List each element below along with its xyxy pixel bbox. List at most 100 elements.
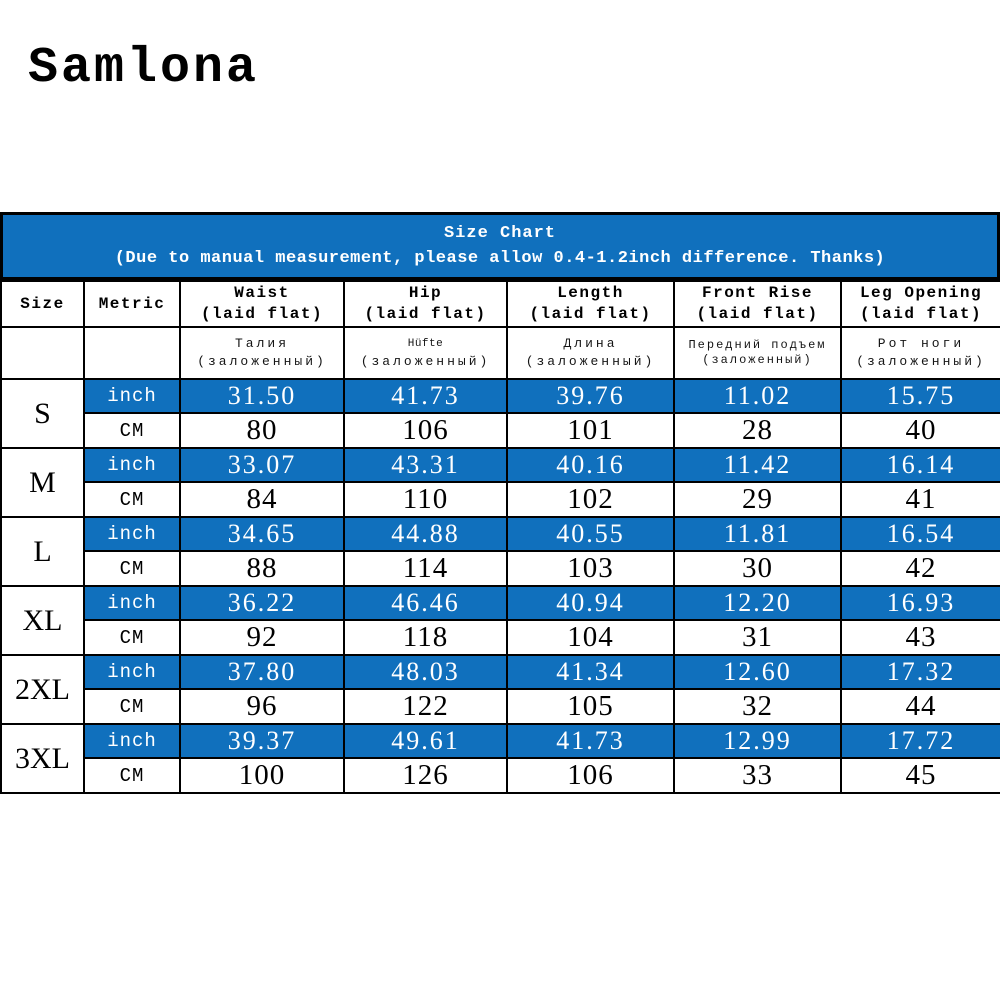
value-cell: 16.93 <box>840 585 1000 621</box>
value-cell: 40.94 <box>506 585 675 621</box>
row-xl-inch: XL inch 36.22 46.46 40.94 12.20 16.93 <box>0 585 1000 656</box>
row-m-inch: M inch 33.07 43.31 40.16 11.42 16.14 <box>0 447 1000 518</box>
unit-cell-inch: inch <box>83 378 181 414</box>
row-l-cm: CM 88 114 103 30 42 <box>1 550 1000 587</box>
brand-logo: Samlona <box>28 40 260 97</box>
row-3xl-cm: CM 100 126 106 33 45 <box>1 757 1000 794</box>
value-cell: 100 <box>179 757 345 794</box>
header-metric: Metric <box>83 280 181 328</box>
value-cell: 11.81 <box>673 516 842 552</box>
size-chart: Size Chart (Due to manual measurement, p… <box>0 212 1000 794</box>
unit-cell-cm: CM <box>83 757 181 794</box>
row-s-cm: CM 80 106 101 28 40 <box>1 412 1000 449</box>
value-cell: 48.03 <box>343 654 508 690</box>
header-front-rise-ru: Передний подъем (заложенный) <box>673 326 842 380</box>
unit-cell-cm: CM <box>83 688 181 725</box>
unit-cell-inch: inch <box>83 585 181 621</box>
value-cell: 84 <box>179 481 345 518</box>
size-table: Size Metric Waist (laid flat) Hip (laid … <box>0 280 1000 794</box>
size-label-l: L <box>0 516 85 587</box>
header-hip: Hip (laid flat) <box>343 280 508 328</box>
unit-cell-inch: inch <box>83 723 181 759</box>
value-cell: 16.54 <box>840 516 1000 552</box>
value-cell: 103 <box>506 550 675 587</box>
row-l-inch: L inch 34.65 44.88 40.55 11.81 16.54 <box>0 516 1000 587</box>
row-3xl-inch: 3XL inch 39.37 49.61 41.73 12.99 17.72 <box>0 723 1000 794</box>
unit-cell-inch: inch <box>83 447 181 483</box>
value-cell: 45 <box>840 757 1000 794</box>
unit-cell-inch: inch <box>83 654 181 690</box>
header-row-translated: Талия (заложенный) Hüfte (заложенный) Дл… <box>0 326 1000 380</box>
value-cell: 30 <box>673 550 842 587</box>
header-leg-opening: Leg Opening (laid flat) <box>840 280 1000 328</box>
value-cell: 12.20 <box>673 585 842 621</box>
value-cell: 17.72 <box>840 723 1000 759</box>
header-leg-opening-ru: Рот ноги (заложенный) <box>840 326 1000 380</box>
header-row-english: Size Metric Waist (laid flat) Hip (laid … <box>0 280 1000 328</box>
banner-subtitle: (Due to manual measurement, please allow… <box>114 249 886 268</box>
header-size-empty <box>0 326 85 380</box>
value-cell: 12.60 <box>673 654 842 690</box>
size-label-m: M <box>0 447 85 518</box>
header-waist-ru: Талия (заложенный) <box>179 326 345 380</box>
value-cell: 106 <box>343 412 508 449</box>
header-front-rise: Front Rise (laid flat) <box>673 280 842 328</box>
value-cell: 11.02 <box>673 378 842 414</box>
value-cell: 36.22 <box>179 585 345 621</box>
value-cell: 102 <box>506 481 675 518</box>
unit-cell-cm: CM <box>83 412 181 449</box>
value-cell: 41.73 <box>506 723 675 759</box>
header-hip-ru: Hüfte (заложенный) <box>343 326 508 380</box>
value-cell: 17.32 <box>840 654 1000 690</box>
value-cell: 34.65 <box>179 516 345 552</box>
size-label-3xl: 3XL <box>0 723 85 794</box>
unit-cell-cm: CM <box>83 619 181 656</box>
value-cell: 44.88 <box>343 516 508 552</box>
value-cell: 33 <box>673 757 842 794</box>
header-waist: Waist (laid flat) <box>179 280 345 328</box>
header-length-ru: Длина (заложенный) <box>506 326 675 380</box>
value-cell: 101 <box>506 412 675 449</box>
size-chart-banner: Size Chart (Due to manual measurement, p… <box>0 212 1000 280</box>
value-cell: 12.99 <box>673 723 842 759</box>
value-cell: 43.31 <box>343 447 508 483</box>
size-label-xl: XL <box>0 585 85 656</box>
size-label-2xl: 2XL <box>0 654 85 725</box>
value-cell: 28 <box>673 412 842 449</box>
value-cell: 44 <box>840 688 1000 725</box>
value-cell: 49.61 <box>343 723 508 759</box>
value-cell: 31.50 <box>179 378 345 414</box>
value-cell: 40.16 <box>506 447 675 483</box>
row-m-cm: CM 84 110 102 29 41 <box>1 481 1000 518</box>
value-cell: 80 <box>179 412 345 449</box>
value-cell: 29 <box>673 481 842 518</box>
unit-cell-cm: CM <box>83 550 181 587</box>
value-cell: 32 <box>673 688 842 725</box>
value-cell: 46.46 <box>343 585 508 621</box>
size-label-s: S <box>0 378 85 449</box>
value-cell: 126 <box>343 757 508 794</box>
row-xl-cm: CM 92 118 104 31 43 <box>1 619 1000 656</box>
value-cell: 104 <box>506 619 675 656</box>
value-cell: 43 <box>840 619 1000 656</box>
value-cell: 42 <box>840 550 1000 587</box>
value-cell: 41 <box>840 481 1000 518</box>
unit-cell-cm: CM <box>83 481 181 518</box>
value-cell: 15.75 <box>840 378 1000 414</box>
value-cell: 41.73 <box>343 378 508 414</box>
banner-title: Size Chart <box>443 224 557 243</box>
header-length: Length (laid flat) <box>506 280 675 328</box>
value-cell: 33.07 <box>179 447 345 483</box>
value-cell: 41.34 <box>506 654 675 690</box>
header-size: Size <box>0 280 85 328</box>
value-cell: 122 <box>343 688 508 725</box>
value-cell: 39.37 <box>179 723 345 759</box>
value-cell: 40.55 <box>506 516 675 552</box>
value-cell: 11.42 <box>673 447 842 483</box>
value-cell: 16.14 <box>840 447 1000 483</box>
header-metric-empty <box>83 326 181 380</box>
value-cell: 114 <box>343 550 508 587</box>
value-cell: 105 <box>506 688 675 725</box>
unit-cell-inch: inch <box>83 516 181 552</box>
value-cell: 37.80 <box>179 654 345 690</box>
